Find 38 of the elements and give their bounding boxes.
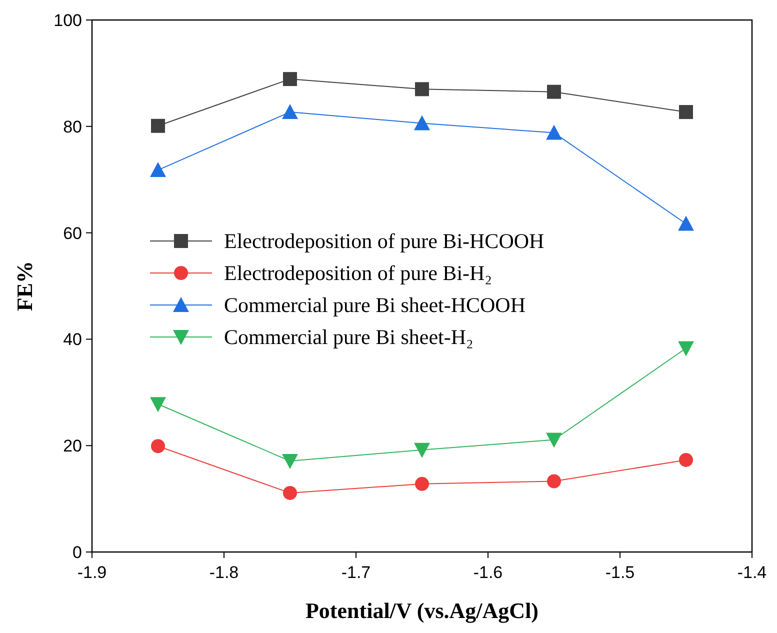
point <box>679 452 693 467</box>
point <box>283 72 297 86</box>
point <box>547 474 561 488</box>
y-tick-label: 80 <box>63 117 82 136</box>
point <box>283 486 297 500</box>
x-axis-title: Potential/V (vs.Ag/AgCl) <box>305 598 539 623</box>
point <box>678 341 694 356</box>
point <box>546 124 562 140</box>
x-tick-label: -1.8 <box>209 563 239 582</box>
x-tick-label: -1.9 <box>77 563 107 582</box>
y-tick-label: 40 <box>63 330 82 350</box>
point <box>547 84 561 99</box>
legend-label: Commercial pure Bi sheet-HCOOH <box>224 293 526 317</box>
point <box>414 115 430 130</box>
x-tick-label: -1.6 <box>473 563 503 582</box>
y-tick-label: 0 <box>72 543 82 562</box>
point <box>282 104 298 120</box>
point <box>679 105 693 120</box>
y-tick-label: 60 <box>63 224 82 243</box>
y-tick-label: 20 <box>63 436 82 456</box>
point <box>546 432 562 448</box>
point <box>415 82 429 96</box>
x-tick-label: -1.7 <box>341 563 371 582</box>
point <box>678 216 694 231</box>
legend-label: Electrodeposition of pure Bi-HCOOH <box>224 229 544 253</box>
point <box>150 397 166 412</box>
point <box>151 118 165 133</box>
legend-label: Electrodeposition of pure Bi-H₂ <box>224 261 492 285</box>
point <box>415 476 429 491</box>
y-tick-label: 100 <box>54 11 82 30</box>
x-tick-label: -1.4 <box>737 563 767 582</box>
y-axis-title: FE% <box>12 260 37 312</box>
legend-label: Commercial pure Bi sheet-H₂ <box>224 325 474 349</box>
point <box>414 442 430 458</box>
x-tick-label: -1.5 <box>605 563 635 582</box>
point <box>282 454 298 470</box>
point <box>150 162 166 178</box>
point <box>151 439 165 454</box>
